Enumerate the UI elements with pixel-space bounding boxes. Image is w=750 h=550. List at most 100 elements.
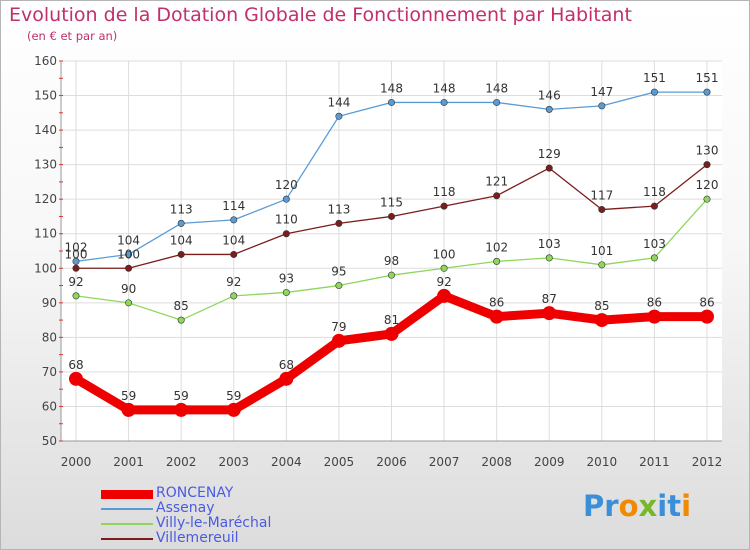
data-point	[545, 254, 553, 262]
x-tick-label: 2000	[61, 455, 92, 469]
y-tick-label: 90	[42, 296, 57, 310]
data-point	[493, 257, 501, 265]
data-label: 59	[226, 389, 241, 403]
data-point	[545, 164, 553, 172]
data-label: 118	[433, 185, 456, 199]
data-label: 151	[643, 71, 666, 85]
data-point	[282, 288, 290, 296]
data-point	[125, 299, 133, 307]
x-tick-label: 2003	[218, 455, 249, 469]
data-label: 98	[384, 254, 399, 268]
data-point	[542, 306, 557, 321]
data-point	[440, 98, 448, 106]
x-tick-label: 2009	[534, 455, 565, 469]
data-label: 79	[331, 320, 346, 334]
proxiti-logo: Proxiti	[583, 489, 691, 523]
data-point	[387, 212, 395, 220]
data-label: 81	[384, 313, 399, 327]
data-point	[650, 88, 658, 96]
y-tick-label: 80	[42, 330, 57, 344]
data-label: 147	[590, 85, 613, 99]
data-point	[387, 271, 395, 279]
data-label: 146	[538, 88, 561, 102]
x-tick-label: 2005	[324, 455, 355, 469]
data-point	[598, 206, 606, 214]
data-point	[121, 402, 136, 417]
data-point	[72, 264, 80, 272]
data-label: 151	[696, 71, 719, 85]
data-label: 120	[696, 178, 719, 192]
data-point	[598, 102, 606, 110]
y-tick-label: 160	[34, 54, 57, 68]
data-point	[69, 371, 83, 386]
x-tick-label: 2002	[166, 455, 197, 469]
y-tick-label: 150	[34, 89, 57, 103]
data-label: 68	[68, 358, 83, 372]
data-point	[594, 313, 609, 328]
data-label: 92	[436, 275, 451, 289]
data-point	[545, 105, 553, 113]
x-tick-label: 2012	[692, 455, 723, 469]
data-label: 148	[380, 81, 403, 95]
y-tick-label: 140	[34, 123, 57, 137]
data-point	[282, 230, 290, 238]
data-label: 118	[643, 185, 666, 199]
legend-swatch	[101, 523, 153, 525]
y-tick-label: 70	[42, 365, 57, 379]
data-point	[493, 98, 501, 106]
data-label: 104	[222, 233, 245, 247]
data-point	[226, 402, 241, 417]
data-label: 121	[485, 175, 508, 189]
data-label: 113	[170, 202, 193, 216]
data-point	[230, 250, 238, 258]
data-point	[650, 254, 658, 262]
logo-letter: t	[667, 489, 682, 523]
chart-subtitle: (en € et par an)	[27, 29, 118, 43]
x-tick-label: 2010	[587, 455, 618, 469]
data-label: 113	[327, 202, 350, 216]
data-label: 90	[121, 282, 136, 296]
data-point	[387, 98, 395, 106]
data-label: 86	[699, 296, 714, 310]
data-label: 100	[433, 247, 456, 261]
data-label: 86	[489, 296, 504, 310]
data-label: 92	[226, 275, 241, 289]
data-label: 148	[433, 81, 456, 95]
data-point	[335, 112, 343, 120]
data-point	[703, 161, 711, 169]
y-tick-label: 100	[34, 261, 57, 275]
data-label: 102	[65, 240, 88, 254]
data-point	[650, 202, 658, 210]
logo-letter: P	[583, 489, 605, 523]
data-point	[335, 282, 343, 290]
x-tick-label: 2008	[481, 455, 512, 469]
legend-label: Villy-le-Maréchal	[156, 515, 272, 531]
data-point	[437, 288, 452, 303]
logo-letter: r	[604, 489, 619, 523]
x-tick-label: 2001	[113, 455, 144, 469]
data-point	[703, 195, 711, 203]
data-point	[72, 257, 80, 265]
x-tick-label: 2007	[429, 455, 460, 469]
legend-swatch	[101, 508, 153, 510]
data-point	[177, 316, 185, 324]
data-point	[177, 250, 185, 258]
x-tick-label: 2006	[376, 455, 407, 469]
data-point	[598, 261, 606, 269]
data-label: 100	[117, 247, 140, 261]
y-tick-label: 130	[34, 158, 57, 172]
data-point	[282, 195, 290, 203]
data-label: 85	[594, 299, 609, 313]
y-tick-label: 60	[42, 399, 57, 413]
data-point	[125, 250, 133, 258]
data-label: 59	[174, 389, 189, 403]
data-label: 93	[279, 271, 294, 285]
logo-letter: i	[681, 489, 692, 523]
data-label: 92	[68, 275, 83, 289]
legend-label: Assenay	[156, 500, 215, 516]
legend-label: Villemereuil	[156, 530, 239, 546]
x-tick-label: 2004	[271, 455, 302, 469]
data-label: 103	[538, 237, 561, 251]
data-label: 95	[331, 265, 346, 279]
